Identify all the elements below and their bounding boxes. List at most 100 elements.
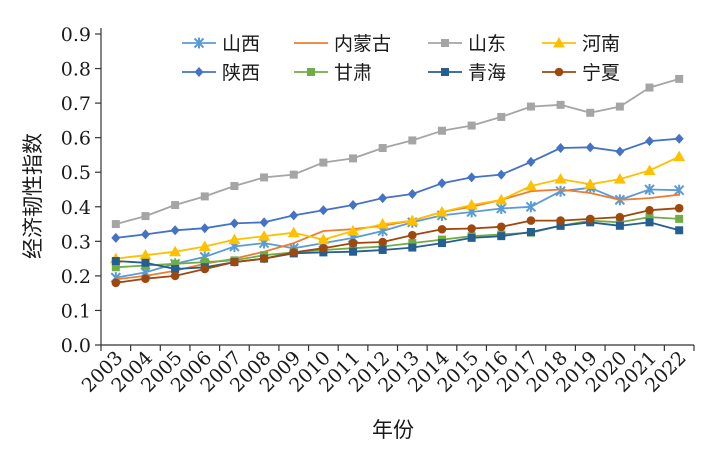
data-point — [376, 218, 389, 229]
data-point — [141, 258, 150, 267]
series-8 — [111, 203, 684, 288]
y-tick-label: 0.8 — [61, 59, 91, 81]
legend-label: 陕西 — [222, 62, 260, 84]
data-point — [556, 221, 565, 230]
data-point — [258, 230, 271, 241]
data-point — [111, 278, 121, 288]
series-line — [115, 216, 680, 269]
data-point — [645, 136, 655, 147]
series-4 — [109, 150, 686, 264]
data-point — [171, 259, 180, 268]
data-point — [378, 245, 387, 254]
data-point — [378, 193, 388, 204]
data-point — [645, 205, 654, 215]
data-point — [408, 239, 417, 248]
data-point — [437, 126, 446, 135]
data-point — [613, 173, 626, 184]
data-point — [645, 213, 654, 222]
legend-item: 山东 — [428, 33, 506, 55]
legend-swatch-marker — [307, 68, 315, 76]
y-tick-label: 0.3 — [61, 231, 91, 253]
legend-swatch-marker — [554, 67, 564, 77]
data-point — [555, 185, 566, 197]
data-point — [615, 146, 625, 157]
data-point — [496, 169, 506, 180]
data-point — [495, 193, 508, 205]
data-point — [141, 274, 150, 283]
data-point — [467, 233, 476, 242]
data-point — [289, 170, 298, 179]
data-point — [200, 192, 209, 201]
data-point — [170, 271, 180, 281]
data-point — [615, 221, 624, 230]
data-point — [289, 248, 299, 257]
data-point — [259, 217, 269, 228]
data-point — [259, 254, 269, 263]
data-point — [139, 249, 152, 260]
data-point — [318, 205, 328, 216]
data-point — [378, 237, 387, 247]
legend-swatch-marker — [441, 39, 449, 47]
data-point — [408, 230, 417, 240]
legend-label: 青海 — [468, 62, 506, 84]
legend-swatch-marker — [193, 37, 205, 49]
data-point — [169, 245, 182, 257]
legend-label: 山西 — [222, 33, 260, 55]
chart-series — [109, 74, 686, 288]
data-point — [408, 243, 417, 252]
series-line — [115, 155, 680, 260]
data-point — [260, 173, 269, 182]
data-point — [615, 212, 625, 222]
data-point — [524, 180, 537, 191]
data-point — [467, 121, 476, 130]
data-point — [111, 232, 121, 243]
data-point — [171, 264, 180, 273]
series-3 — [111, 74, 684, 229]
data-point — [349, 247, 358, 256]
y-tick-label: 0.7 — [61, 93, 91, 115]
data-point — [111, 263, 120, 272]
data-point — [141, 212, 150, 221]
y-tick-label: 0.0 — [61, 335, 91, 357]
data-point — [200, 258, 209, 267]
data-point — [674, 133, 684, 144]
data-point — [525, 201, 537, 213]
data-point — [645, 83, 654, 92]
data-point — [465, 199, 478, 210]
data-point — [643, 164, 656, 175]
data-point — [675, 74, 684, 83]
data-point — [230, 257, 239, 267]
data-point — [435, 205, 448, 217]
legend-item: 青海 — [428, 62, 506, 84]
data-point — [673, 150, 686, 162]
data-point — [585, 142, 595, 153]
data-point — [170, 225, 180, 236]
chart-axes: 0.00.10.20.30.40.50.60.70.80.92003200420… — [61, 24, 695, 397]
data-point — [200, 223, 210, 234]
data-point — [348, 238, 358, 248]
data-point — [554, 173, 567, 184]
data-point — [171, 201, 180, 210]
data-point — [526, 216, 536, 225]
data-point — [349, 154, 358, 163]
series-line — [115, 221, 680, 270]
data-point — [319, 158, 328, 167]
data-point — [437, 178, 447, 189]
data-point — [556, 143, 566, 154]
data-point — [526, 228, 535, 237]
data-point — [586, 108, 595, 117]
data-point — [674, 203, 684, 213]
data-point — [111, 220, 120, 229]
data-point — [556, 100, 565, 109]
data-point — [408, 136, 417, 145]
data-point — [584, 178, 597, 189]
x-axis-title: 年份 — [372, 418, 414, 442]
y-axis-title: 经济韧性指数 — [21, 133, 45, 259]
data-point — [407, 188, 417, 199]
data-point — [673, 184, 685, 196]
data-point — [230, 182, 239, 191]
data-point — [198, 240, 211, 252]
legend-swatch-marker — [553, 37, 565, 48]
